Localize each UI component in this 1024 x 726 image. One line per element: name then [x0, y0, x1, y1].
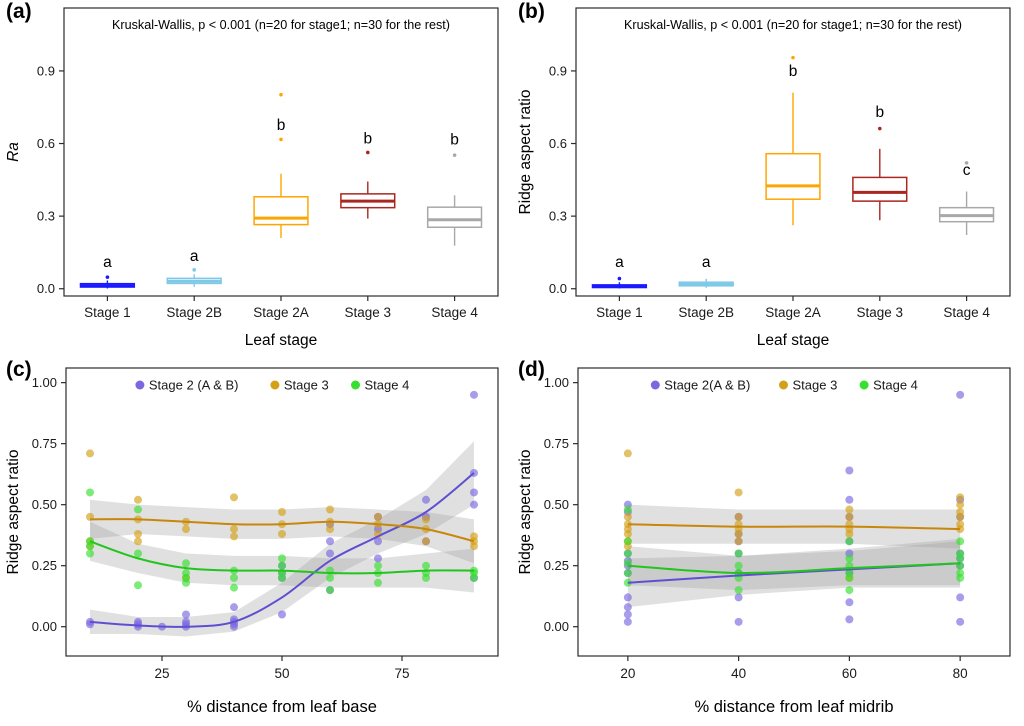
- svg-text:75: 75: [394, 666, 409, 681]
- svg-text:Stage 2A: Stage 2A: [765, 305, 821, 320]
- svg-text:Stage 1: Stage 1: [596, 305, 643, 320]
- panel-d-label: (d): [518, 358, 545, 381]
- panel-a-label: (a): [6, 0, 32, 23]
- svg-text:60: 60: [842, 666, 857, 681]
- panel-d-scatterplot: 0.00 0.25 0.50 0.75 1.00 20 40 60 80 Stage 2(A & …: [517, 367, 1011, 716]
- svg-text:0.50: 0.50: [544, 497, 569, 512]
- svg-text:a: a: [103, 254, 112, 271]
- svg-text:Stage 3: Stage 3: [284, 378, 329, 393]
- svg-text:0.00: 0.00: [544, 619, 569, 634]
- panel-c-label: (c): [6, 358, 32, 381]
- svg-text:b: b: [875, 104, 884, 121]
- svg-text:Stage 4: Stage 4: [943, 305, 990, 320]
- svg-text:a: a: [615, 254, 624, 271]
- svg-text:Leaf stage: Leaf stage: [245, 332, 317, 349]
- svg-text:0.00: 0.00: [32, 619, 57, 634]
- svg-text:0.25: 0.25: [544, 558, 569, 573]
- panel-a-boxplot: 0.0 0.3 0.6 0.9 Stage 1 Stage 2B Stage 2A Stage…: [5, 7, 499, 349]
- svg-text:0.3: 0.3: [37, 209, 55, 224]
- svg-text:b: b: [363, 131, 372, 148]
- panel-c: (c) 0.00 0.25 0.50 0.75 1.00 25 50 75 Stage 2 (A…: [0, 358, 512, 726]
- svg-text:0.9: 0.9: [549, 63, 567, 78]
- svg-text:Stage 4: Stage 4: [365, 378, 410, 393]
- svg-text:Stage 4: Stage 4: [431, 305, 478, 320]
- svg-text:20: 20: [620, 666, 635, 681]
- svg-text:Ridge aspect ratio: Ridge aspect ratio: [517, 90, 534, 215]
- svg-text:50: 50: [274, 666, 289, 681]
- svg-text:Stage 3: Stage 3: [345, 305, 392, 320]
- panel-d: (d) 0.00 0.25 0.50 0.75 1.00 20 40 60 80 Stage 2(…: [512, 358, 1024, 726]
- svg-text:a: a: [190, 248, 199, 265]
- panel-a: (a) 0.0 0.3 0.6 0.9 Stage 1 Stage 2B Stage 2A S…: [0, 0, 512, 358]
- svg-text:c: c: [963, 162, 971, 179]
- svg-text:0.6: 0.6: [549, 136, 567, 151]
- svg-text:% distance from leaf midrib: % distance from leaf midrib: [695, 698, 894, 716]
- svg-text:Stage 2A: Stage 2A: [253, 305, 309, 320]
- svg-text:b: b: [450, 132, 459, 149]
- svg-text:0.75: 0.75: [32, 436, 57, 451]
- svg-text:Stage 4: Stage 4: [873, 378, 918, 393]
- svg-text:Stage 3: Stage 3: [857, 305, 904, 320]
- svg-text:0.0: 0.0: [549, 281, 567, 296]
- svg-text:0.75: 0.75: [544, 436, 569, 451]
- svg-text:0.9: 0.9: [37, 63, 55, 78]
- panel-b-label: (b): [518, 0, 545, 23]
- svg-text:b: b: [277, 117, 286, 134]
- svg-text:0.50: 0.50: [32, 497, 57, 512]
- svg-text:80: 80: [953, 666, 968, 681]
- svg-text:Stage 2(A & B): Stage 2(A & B): [664, 378, 750, 393]
- svg-text:1.00: 1.00: [32, 375, 57, 390]
- svg-text:25: 25: [154, 666, 169, 681]
- panel-b: (b) 0.0 0.3 0.6 0.9 Stage 1 Stage 2B Stage 2A S…: [512, 0, 1024, 358]
- svg-text:0.3: 0.3: [549, 209, 567, 224]
- svg-text:Ra: Ra: [5, 142, 22, 162]
- svg-text:a: a: [702, 254, 711, 271]
- svg-text:b: b: [789, 63, 798, 80]
- svg-text:Stage 3: Stage 3: [793, 378, 838, 393]
- svg-text:Kruskal-Wallis, p < 0.001 (n=2: Kruskal-Wallis, p < 0.001 (n=20 for stag…: [624, 18, 962, 32]
- panel-c-scatterplot: 0.00 0.25 0.50 0.75 1.00 25 50 75 Stage 2 (A & B…: [5, 367, 499, 716]
- panel-b-boxplot: 0.0 0.3 0.6 0.9 Stage 1 Stage 2B Stage 2A Stage…: [517, 7, 1011, 349]
- svg-text:Kruskal-Wallis, p < 0.001 (n=2: Kruskal-Wallis, p < 0.001 (n=20 for stag…: [112, 18, 450, 32]
- svg-text:Stage 2 (A & B): Stage 2 (A & B): [149, 378, 239, 393]
- svg-text:% distance from leaf base: % distance from leaf base: [187, 698, 377, 716]
- svg-text:0.0: 0.0: [37, 281, 55, 296]
- svg-text:Ridge aspect ratio: Ridge aspect ratio: [5, 450, 22, 575]
- svg-text:Stage 1: Stage 1: [84, 305, 131, 320]
- svg-text:Stage 2B: Stage 2B: [678, 305, 734, 320]
- svg-text:40: 40: [731, 666, 746, 681]
- svg-text:0.25: 0.25: [32, 558, 57, 573]
- svg-text:Ridge aspect ratio: Ridge aspect ratio: [517, 450, 534, 575]
- svg-text:1.00: 1.00: [544, 375, 569, 390]
- svg-text:Leaf stage: Leaf stage: [757, 332, 829, 349]
- svg-text:0.6: 0.6: [37, 136, 55, 151]
- svg-text:Stage 2B: Stage 2B: [166, 305, 222, 320]
